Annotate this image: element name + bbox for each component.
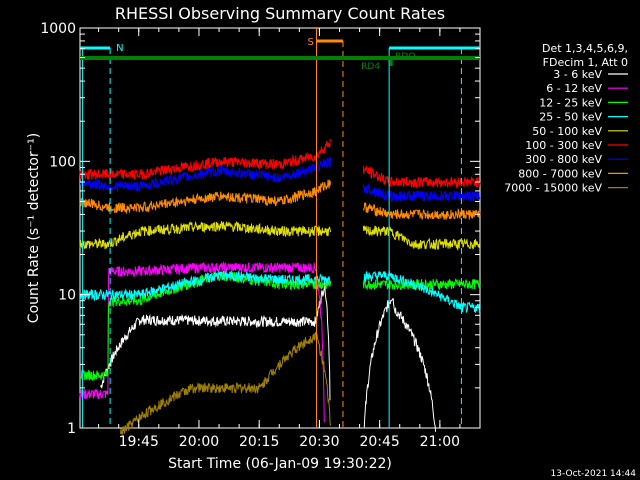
- y-tick-label: 100: [49, 154, 76, 170]
- legend-label: 3 - 6 keV: [553, 68, 602, 81]
- night-label: N: [116, 43, 123, 54]
- legend-label: 7000 - 15000 keV: [504, 182, 602, 195]
- legend-label: 50 - 100 keV: [532, 125, 602, 138]
- rd4-label: RD4: [361, 62, 380, 72]
- axis-layer: 19:45 20:00 20:15 20:30 20:45 21:00 1 10 100 1000: [40, 21, 480, 450]
- series-line: [79, 269, 481, 314]
- legend-label: 800 - 7000 keV: [518, 167, 602, 180]
- x-tick-label: 20:30: [299, 434, 339, 450]
- legend-label: 25 - 50 keV: [539, 111, 602, 124]
- y-axis-label: Count Rate (s⁻¹ detector⁻¹): [26, 133, 42, 323]
- y-tick-label: 1: [67, 421, 76, 437]
- series-layer: [79, 139, 481, 435]
- legend-header: FDecim 1, Att 0: [543, 56, 628, 69]
- plot-frame: [79, 27, 481, 429]
- legend-label: 300 - 800 keV: [525, 153, 602, 166]
- chart-title: RHESSI Observing Summary Count Rates: [115, 4, 445, 23]
- series-line: [79, 220, 481, 252]
- legend-label: 100 - 300 keV: [525, 139, 602, 152]
- series-line: [79, 139, 481, 190]
- x-axis-label: Start Time (06-Jan-09 19:30:22): [168, 456, 392, 472]
- x-tick-label: 21:00: [420, 434, 460, 450]
- legend-label: 6 - 12 keV: [546, 82, 602, 95]
- legend-label: 12 - 25 keV: [539, 96, 602, 109]
- x-tick-label: 20:45: [359, 434, 399, 450]
- series-line: [79, 157, 481, 202]
- series-line: [100, 279, 437, 432]
- legend: Det 1,3,4,5,6,9,FDecim 1, Att 03 - 6 keV…: [504, 42, 628, 195]
- annotation-layer: N S RD4 RDO: [80, 28, 480, 428]
- x-tick-label: 20:15: [239, 434, 279, 450]
- saa-label: S: [307, 37, 313, 48]
- x-tick-label: 19:45: [119, 434, 159, 450]
- series-line: [79, 179, 481, 220]
- y-tick-label: 1000: [40, 21, 76, 37]
- series-line: [79, 260, 325, 423]
- y-tick-label: 10: [58, 288, 76, 304]
- x-tick-label: 20:00: [179, 434, 219, 450]
- legend-header: Det 1,3,4,5,6,9,: [542, 42, 628, 55]
- series-line: [120, 331, 331, 435]
- rdo-label: RDO: [395, 52, 415, 62]
- timestamp: 13-Oct-2021 14:44: [551, 469, 637, 479]
